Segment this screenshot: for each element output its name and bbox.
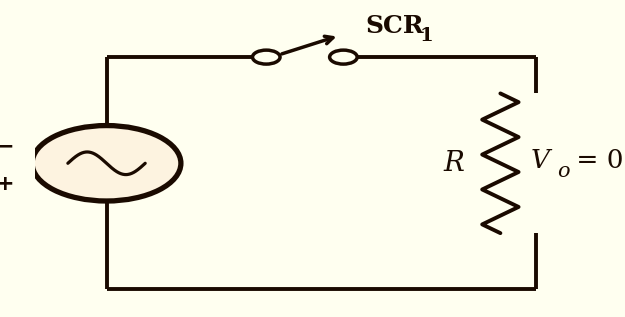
Text: o: o [557, 162, 570, 181]
Text: +: + [0, 174, 14, 194]
Circle shape [329, 50, 357, 64]
Text: SCR: SCR [366, 14, 424, 38]
Text: −: − [0, 136, 14, 156]
Text: 1: 1 [419, 27, 433, 45]
Text: = 0: = 0 [568, 148, 624, 173]
Text: R: R [443, 150, 464, 177]
Text: V: V [531, 148, 549, 173]
Circle shape [253, 50, 280, 64]
Circle shape [32, 126, 181, 201]
